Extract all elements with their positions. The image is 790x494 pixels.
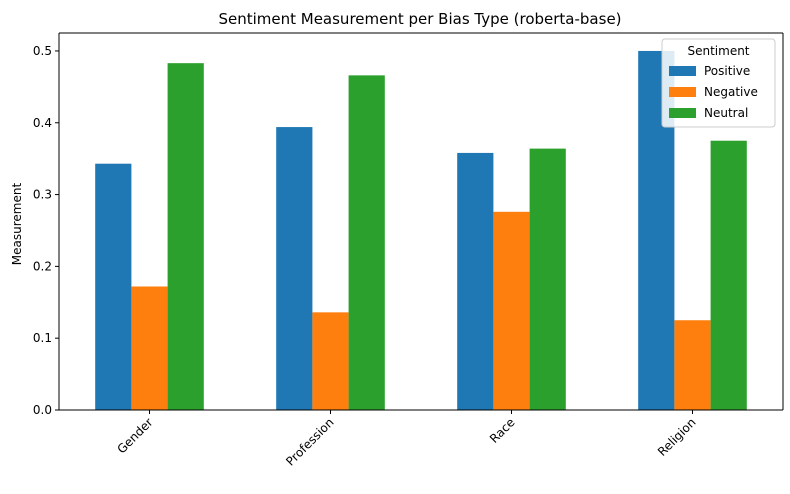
bar-positive-profession xyxy=(276,127,313,411)
y-tick-label: 0.5 xyxy=(33,44,52,58)
y-tick-label: 0.2 xyxy=(33,259,52,273)
bar-neutral-race xyxy=(529,148,566,410)
y-tick-label: 0.4 xyxy=(33,116,52,130)
legend-swatch-positive xyxy=(669,66,696,76)
bar-negative-gender xyxy=(131,286,168,410)
chart-title: Sentiment Measurement per Bias Type (rob… xyxy=(218,10,621,28)
legend-label-neutral: Neutral xyxy=(704,106,748,120)
bars-layer xyxy=(95,50,747,411)
bar-negative-religion xyxy=(674,320,711,410)
bar-positive-gender xyxy=(95,163,132,410)
y-tick-label: 0.3 xyxy=(33,188,52,202)
bar-negative-profession xyxy=(312,312,349,410)
bar-neutral-religion xyxy=(710,140,747,410)
legend-label-positive: Positive xyxy=(704,64,750,78)
bar-neutral-gender xyxy=(167,63,204,410)
bar-negative-race xyxy=(493,211,530,410)
x-tick-label-profession: Profession xyxy=(283,415,336,468)
legend-label-negative: Negative xyxy=(704,85,758,99)
legend-swatch-neutral xyxy=(669,108,696,118)
bar-positive-race xyxy=(457,152,494,410)
legend: Sentiment Positive Negative Neutral xyxy=(661,38,776,128)
bar-neutral-profession xyxy=(348,75,385,411)
x-tick-label-gender: Gender xyxy=(114,415,155,456)
x-tick-label-religion: Religion xyxy=(655,415,699,459)
y-tick-label: 0.0 xyxy=(33,403,52,417)
legend-swatch-negative xyxy=(669,87,696,97)
y-tick-label: 0.1 xyxy=(33,331,52,345)
x-tick-label-race: Race xyxy=(487,415,518,446)
legend-title: Sentiment xyxy=(687,44,749,58)
y-axis-label: Measurement xyxy=(10,183,24,266)
legend-box xyxy=(661,38,776,128)
